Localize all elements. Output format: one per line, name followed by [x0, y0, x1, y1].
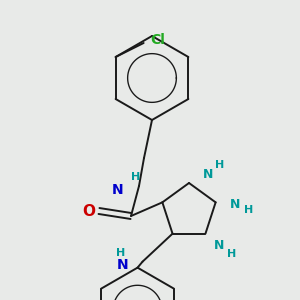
Text: N: N: [214, 239, 224, 252]
Text: H: H: [227, 249, 237, 259]
Text: H: H: [131, 172, 141, 182]
Text: N: N: [203, 169, 213, 182]
Text: O: O: [82, 203, 95, 218]
Text: N: N: [117, 258, 128, 272]
Text: H: H: [215, 160, 224, 170]
Text: H: H: [244, 205, 253, 215]
Text: N: N: [230, 198, 240, 211]
Text: Cl: Cl: [150, 33, 165, 47]
Text: H: H: [116, 248, 125, 258]
Text: N: N: [111, 183, 123, 197]
